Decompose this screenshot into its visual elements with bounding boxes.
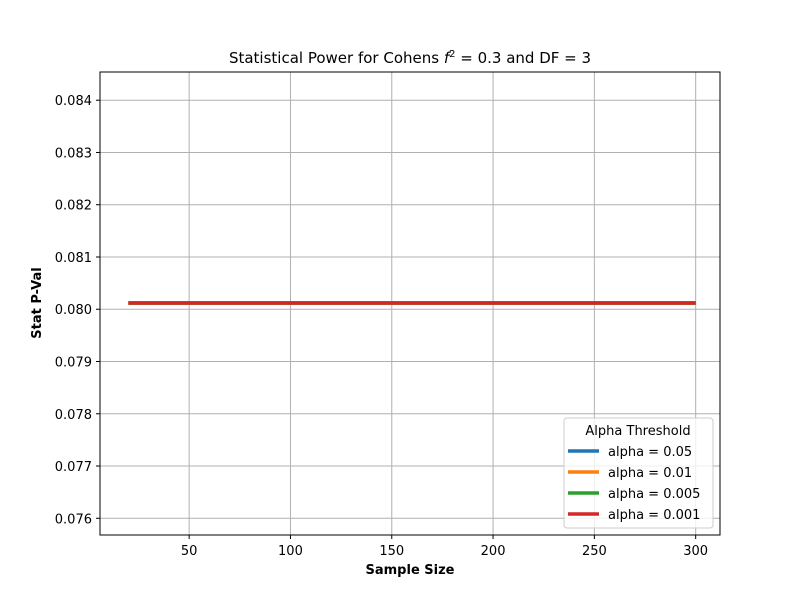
y-tick-label: 0.084 — [55, 94, 92, 109]
legend-label-3: alpha = 0.005 — [608, 487, 700, 502]
y-tick-label: 0.079 — [55, 356, 92, 371]
x-tick-label: 150 — [379, 544, 404, 559]
legend-entries: alpha = 0.05 alpha = 0.01 alpha = 0.005 alp… — [568, 445, 700, 523]
y-tick-label: 0.077 — [55, 460, 92, 475]
legend-box — [563, 417, 714, 529]
legend-label-2: alpha = 0.01 — [608, 466, 692, 481]
x-tick-label: 50 — [181, 544, 198, 559]
y-axis-label: Stat P-Val — [30, 267, 45, 338]
plot-frame — [99, 71, 721, 536]
y-tick-label: 0.082 — [55, 199, 92, 214]
x-tick-label: 300 — [683, 544, 708, 559]
x-axis-label: Sample Size — [366, 563, 455, 578]
legend-title: Alpha Threshold — [585, 424, 690, 439]
y-tick-label: 0.083 — [55, 146, 92, 161]
y-tick-label: 0.080 — [55, 303, 92, 318]
x-tick-label: 200 — [481, 544, 506, 559]
axis-ticks: 50 100 150 200 250 300 0.076 0.077 0.078 0.079 0.0… — [55, 94, 708, 559]
x-tick-label: 250 — [582, 544, 607, 559]
chart-title: Statistical Power for Cohens f2 = 0.3 an… — [229, 49, 591, 67]
legend-label-1: alpha = 0.05 — [608, 445, 692, 460]
x-tick-label: 100 — [278, 544, 303, 559]
legend-label-4: alpha = 0.001 — [608, 508, 700, 523]
y-tick-label: 0.076 — [55, 512, 92, 527]
y-tick-label: 0.081 — [55, 251, 92, 266]
legend: Alpha Threshold alpha = 0.05 alpha = 0.01… — [563, 417, 714, 529]
y-tick-label: 0.078 — [55, 408, 92, 423]
